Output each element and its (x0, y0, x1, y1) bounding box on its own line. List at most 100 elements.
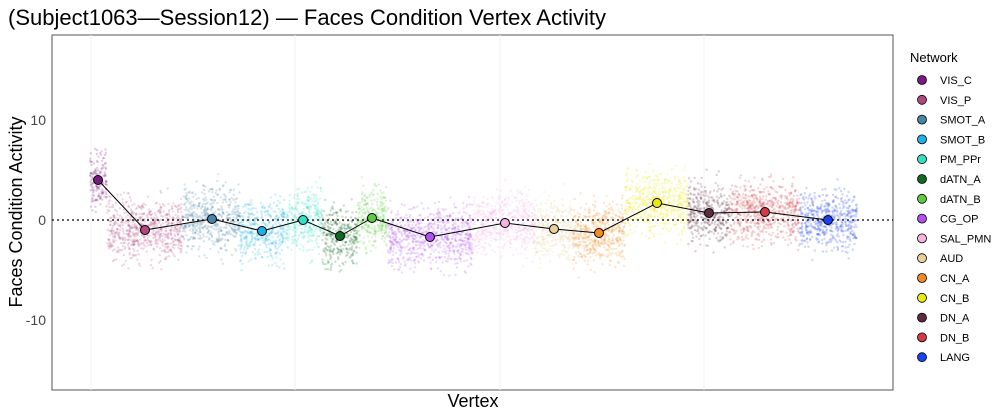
vertex-point-CG_OP (413, 234, 417, 237)
vertex-point-SMOT_B (240, 246, 243, 249)
vertex-point-SMOT_B (241, 251, 245, 254)
vertex-point-AUD (567, 237, 570, 241)
vertex-point-SMOT_A (230, 227, 234, 231)
vertex-point-SMOT_B (267, 229, 270, 232)
vertex-point-SMOT_A (185, 191, 188, 194)
vertex-point-VIS_P (135, 234, 138, 237)
vertex-point-VIS_C (104, 162, 107, 165)
vertex-point-VIS_P (128, 253, 131, 256)
vertex-point-VIS_P (154, 239, 157, 242)
vertex-point-SMOT_A (194, 231, 197, 235)
vertex-point-SMOT_B (281, 240, 284, 243)
vertex-point-SMOT_B (274, 245, 277, 249)
vertex-point-SMOT_B (276, 204, 279, 207)
vertex-point-SMOT_B (239, 212, 242, 215)
vertex-point-SMOT_B (274, 262, 277, 265)
vertex-point-SMOT_A (216, 201, 219, 205)
vertex-point-PM_PPr (319, 187, 323, 190)
vertex-point-CG_OP (432, 213, 435, 217)
vertex-point-VIS_P (146, 216, 149, 219)
vertex-point-SMOT_B (245, 247, 249, 250)
vertex-point-SMOT_B (244, 235, 247, 238)
vertex-point-CG_OP (462, 248, 465, 251)
vertex-point-AUD (535, 230, 539, 233)
vertex-point-CG_OP (414, 243, 417, 247)
vertex-point-CN_A (607, 223, 611, 226)
vertex-point-dATN_A (330, 264, 333, 267)
vertex-point-VIS_P (154, 221, 157, 224)
vertex-point-AUD (569, 225, 572, 229)
vertex-point-SMOT_A (183, 203, 186, 206)
vertex-point-SMOT_A (205, 209, 208, 212)
vertex-point-dATN_B (360, 200, 364, 203)
vertex-point-AUD (554, 210, 558, 213)
vertex-point-VIS_P (114, 201, 118, 204)
vertex-point-AUD (566, 214, 569, 217)
vertex-point-SAL_PMN (483, 242, 486, 245)
vertex-point-SMOT_A (218, 208, 221, 212)
vertex-point-SMOT_A (185, 197, 188, 201)
vertex-point-CG_OP (448, 257, 451, 260)
vertex-point-SMOT_A (222, 184, 225, 187)
vertex-point-SMOT_B (281, 215, 284, 218)
vertex-point-VIS_P (109, 220, 113, 223)
vertex-point-SMOT_A (225, 223, 228, 226)
vertex-point-VIS_P (178, 228, 181, 232)
vertex-point-dATN_B (376, 229, 379, 233)
vertex-point-SMOT_A (198, 205, 201, 208)
vertex-point-PM_PPr (314, 230, 317, 233)
vertex-point-SMOT_A (238, 191, 241, 194)
vertex-point-PM_PPr (293, 239, 296, 242)
vertex-point-VIS_P (163, 214, 167, 217)
vertex-point-VIS_P (178, 239, 181, 243)
vertex-point-AUD (552, 206, 556, 209)
vertex-point-VIS_P (169, 228, 173, 232)
vertex-point-CN_A (614, 220, 617, 223)
vertex-point-dATN_A (321, 238, 324, 242)
vertex-point-SAL_PMN (520, 245, 523, 248)
vertex-point-VIS_P (153, 211, 156, 215)
vertex-point-SMOT_B (270, 207, 273, 210)
vertex-point-CN_A (603, 241, 607, 245)
vertex-point-CN_B (650, 225, 654, 228)
vertex-point-SMOT_A (204, 213, 207, 217)
vertex-point-CG_OP (395, 235, 398, 239)
vertex-point-dATN_A (335, 240, 338, 244)
vertex-point-SMOT_A (215, 222, 218, 226)
vertex-point-CN_A (609, 241, 613, 245)
vertex-point-dATN_A (338, 264, 341, 268)
vertex-point-SMOT_B (245, 242, 249, 245)
vertex-point-SMOT_A (227, 217, 230, 220)
vertex-point-SMOT_B (266, 209, 270, 212)
vertex-point-VIS_P (125, 211, 128, 214)
vertex-point-dATN_A (343, 244, 347, 247)
vertex-point-PM_PPr (317, 214, 320, 218)
vertex-point-SMOT_B (269, 238, 272, 242)
vertex-point-VIS_P (157, 221, 161, 224)
vertex-point-VIS_P (110, 205, 113, 209)
vertex-point-AUD (538, 257, 541, 260)
vertex-point-SMOT_A (221, 233, 224, 236)
vertex-point-SMOT_A (192, 228, 195, 232)
vertex-point-SMOT_A (235, 232, 238, 235)
vertex-point-dATN_A (351, 253, 355, 256)
vertex-point-SMOT_B (272, 210, 275, 213)
vertex-point-SMOT_B (249, 208, 252, 211)
vertex-point-SMOT_A (223, 198, 226, 201)
vertex-point-VIS_P (127, 267, 130, 270)
vertex-point-SMOT_B (282, 227, 285, 231)
vertex-point-CG_OP (452, 221, 455, 224)
vertex-point-VIS_P (180, 224, 183, 227)
vertex-point-CG_OP (403, 232, 406, 236)
vertex-point-CN_A (622, 239, 625, 242)
vertex-point-SMOT_B (242, 223, 245, 227)
vertex-point-dATN_B (368, 240, 371, 243)
vertex-point-VIS_P (112, 221, 116, 225)
vertex-point-SMOT_A (217, 173, 220, 176)
vertex-point-SMOT_B (282, 215, 285, 219)
vertex-point-VIS_P (164, 245, 167, 248)
vertex-point-SAL_PMN (500, 214, 504, 217)
vertex-point-PM_PPr (305, 205, 309, 209)
vertex-point-PM_PPr (297, 234, 301, 237)
vertex-point-PM_PPr (318, 228, 321, 231)
